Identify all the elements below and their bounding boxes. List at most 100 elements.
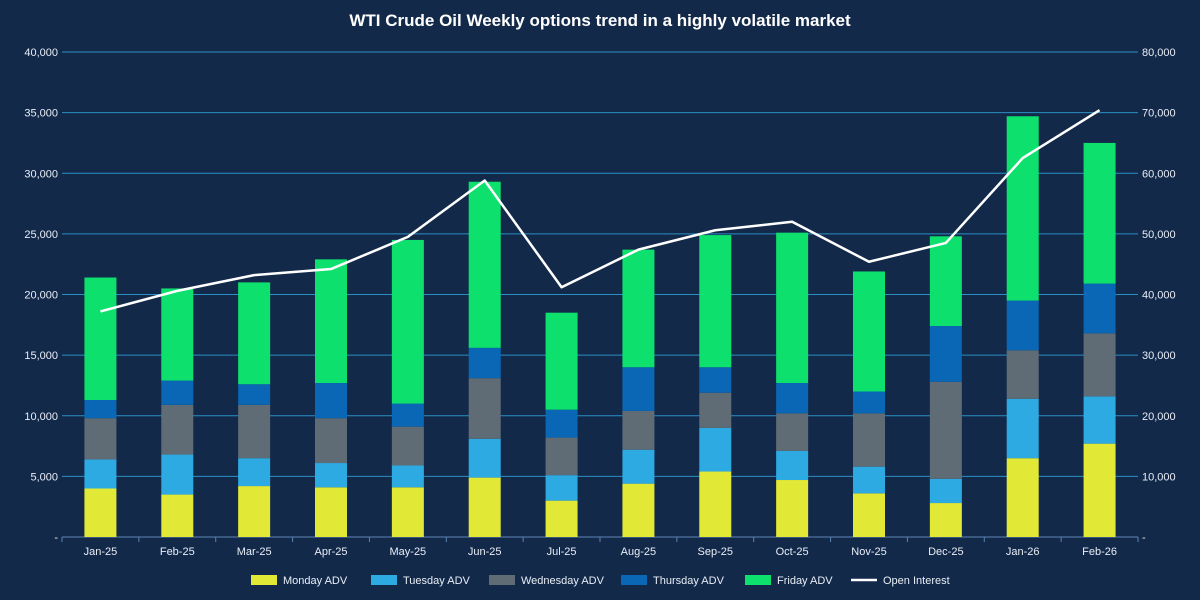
bar-segment xyxy=(1083,443,1116,537)
bar-segment xyxy=(391,426,424,466)
x-axis: Jan-25 Feb-25 Mar-25 Apr-25 May-25 Jun-25 Jul-… xyxy=(61,537,1139,558)
bar-segment xyxy=(1006,300,1039,351)
bar-segment xyxy=(391,465,424,488)
x-tick-label: Mar-25 xyxy=(237,546,272,558)
x-tick-label: Nov-25 xyxy=(851,546,886,558)
bar-segment xyxy=(315,259,347,384)
legend-swatch xyxy=(621,575,647,585)
bar-segment xyxy=(929,326,962,382)
bar-segment xyxy=(161,454,194,495)
legend-swatch xyxy=(745,575,771,585)
x-tick-label: Aug-25 xyxy=(621,546,656,558)
bar-segment xyxy=(84,488,117,537)
x-tick-label: Sep-25 xyxy=(698,546,733,558)
chart-title: WTI Crude Oil Weekly options trend in a … xyxy=(349,11,851,30)
x-tick-label: Jul-25 xyxy=(547,546,577,558)
stacked-bars xyxy=(84,116,1116,537)
bar-segment xyxy=(545,437,578,476)
legend-swatch xyxy=(251,575,277,585)
bar-segment xyxy=(315,463,347,488)
bar-segment xyxy=(776,232,809,384)
bar-segment xyxy=(468,477,501,537)
right-tick-label: 30,000 xyxy=(1142,350,1176,362)
bar-segment xyxy=(622,449,655,484)
bar-segment xyxy=(161,380,194,405)
bar-segment xyxy=(1006,350,1039,399)
right-tick-label: 40,000 xyxy=(1142,290,1176,302)
left-tick-label: 40,000 xyxy=(24,47,58,59)
legend-label: Tuesday ADV xyxy=(403,575,471,587)
bar-segment xyxy=(84,399,117,419)
bar-segment xyxy=(545,500,578,537)
bar-segment xyxy=(1006,458,1039,537)
bar-segment xyxy=(238,486,271,537)
bar-segment xyxy=(315,418,347,464)
bar-segment xyxy=(468,438,501,478)
bar-segment xyxy=(1006,398,1039,459)
legend-label: Thursday ADV xyxy=(653,575,725,587)
bar-segment xyxy=(776,480,809,537)
bar-segment xyxy=(84,459,117,489)
bar-segment xyxy=(84,277,117,400)
bar-segment xyxy=(84,418,117,460)
bar-segment xyxy=(699,427,732,472)
left-tick-label: - xyxy=(54,532,58,544)
bar-segment xyxy=(315,487,347,537)
bar-segment xyxy=(699,235,732,368)
bar-segment xyxy=(853,271,885,392)
left-tick-label: 20,000 xyxy=(24,290,58,302)
bar-segment xyxy=(929,478,962,504)
bar-segment xyxy=(1083,142,1116,284)
right-tick-label: 60,000 xyxy=(1142,168,1176,180)
bar-segment xyxy=(776,383,809,414)
bar-segment xyxy=(545,312,578,410)
bar-segment xyxy=(853,493,885,537)
bar-segment xyxy=(1083,333,1116,397)
bar-segment xyxy=(238,458,271,487)
gridlines xyxy=(62,51,1138,538)
bar-segment xyxy=(468,378,501,439)
bar-segment xyxy=(391,239,424,404)
x-tick-label: May-25 xyxy=(390,546,427,558)
bar-segment xyxy=(161,494,194,537)
bar-segment xyxy=(622,410,655,450)
x-tick-label: Jan-25 xyxy=(84,546,118,558)
legend-label: Open Interest xyxy=(883,575,950,587)
x-tick-label: Jan-26 xyxy=(1006,546,1040,558)
bar-segment xyxy=(1083,396,1116,444)
bar-segment xyxy=(929,503,962,537)
bar-segment xyxy=(853,391,885,414)
right-y-axis: - 10,000 20,000 30,000 40,000 50,000 60,000 70,… xyxy=(1142,47,1176,544)
bar-segment xyxy=(1006,116,1039,301)
legend-swatch xyxy=(371,575,397,585)
bar-segment xyxy=(315,383,347,419)
bar-segment xyxy=(545,409,578,438)
bar-segment xyxy=(776,450,809,481)
right-tick-label: - xyxy=(1142,532,1146,544)
bar-segment xyxy=(238,404,271,459)
left-tick-label: 5,000 xyxy=(30,471,58,483)
open-interest-line xyxy=(100,109,1101,313)
bar-segment xyxy=(161,288,194,381)
x-tick-label: Feb-25 xyxy=(160,546,195,558)
open-interest-polyline xyxy=(100,109,1101,313)
bar-segment xyxy=(468,347,501,379)
bar-segment xyxy=(622,367,655,411)
right-tick-label: 50,000 xyxy=(1142,229,1176,241)
legend-swatch xyxy=(489,575,515,585)
bar-segment xyxy=(622,483,655,537)
legend: Monday ADV Tuesday ADV Wednesday ADV Thursd… xyxy=(251,575,950,587)
right-tick-label: 70,000 xyxy=(1142,108,1176,120)
x-tick-label: Jun-25 xyxy=(468,546,502,558)
legend-label: Friday ADV xyxy=(777,575,833,587)
left-tick-label: 25,000 xyxy=(24,229,58,241)
bar-segment xyxy=(853,413,885,467)
left-tick-label: 10,000 xyxy=(24,411,58,423)
bar-segment xyxy=(699,392,732,428)
left-tick-label: 35,000 xyxy=(24,108,58,120)
bar-segment xyxy=(622,249,655,368)
left-tick-label: 15,000 xyxy=(24,350,58,362)
x-tick-label: Feb-26 xyxy=(1082,546,1117,558)
